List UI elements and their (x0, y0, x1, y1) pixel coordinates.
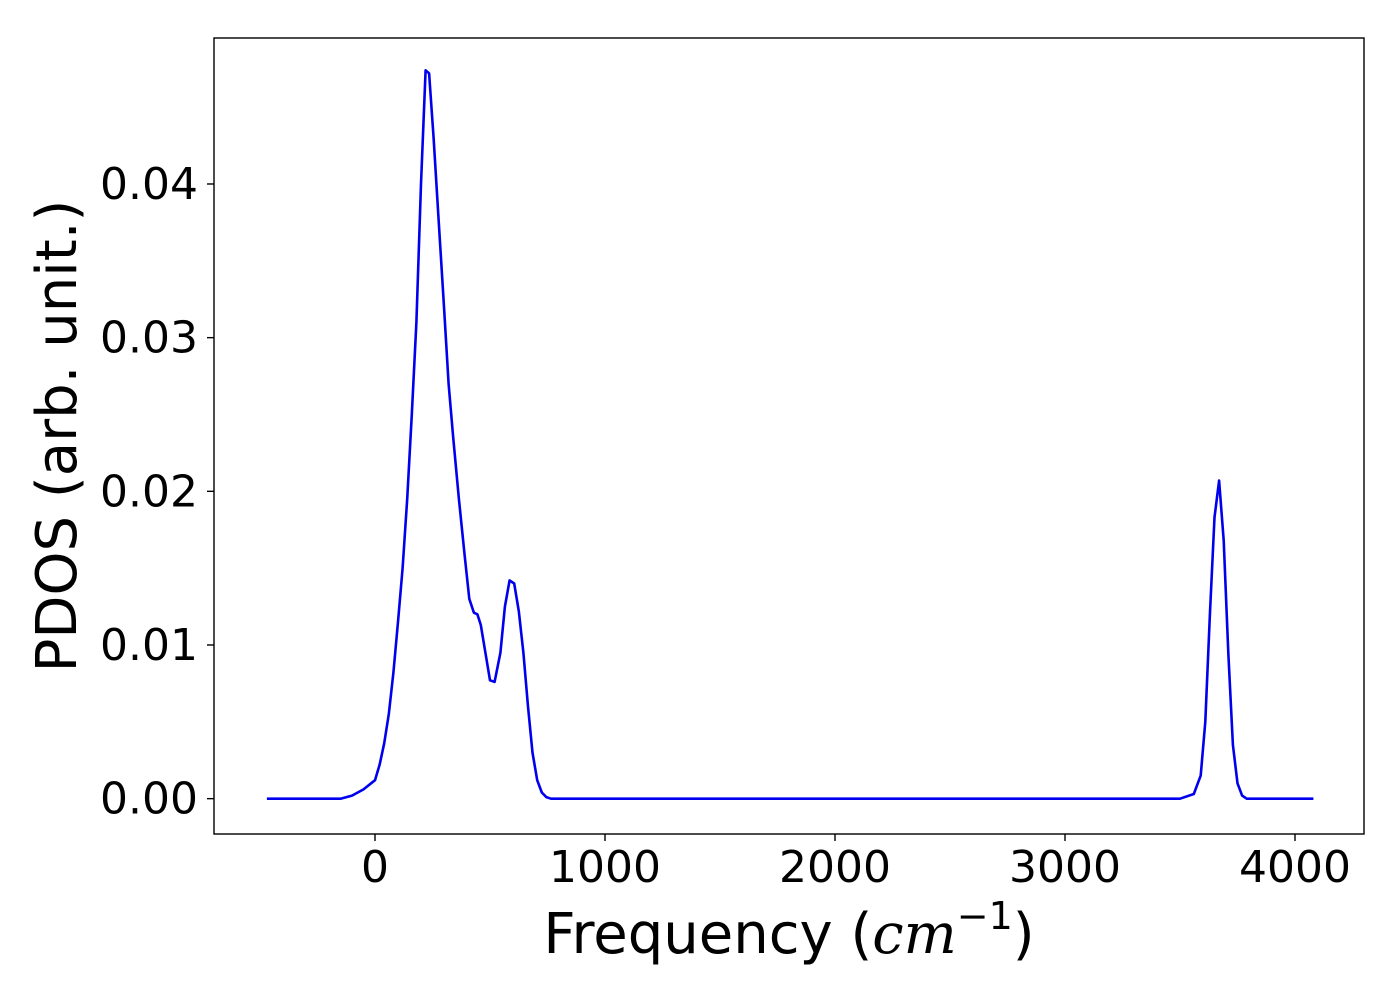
x-axis-label-prefix: Frequency ( (543, 902, 872, 967)
y-axis-label: PDOS (arb. unit.) (25, 200, 90, 673)
x-axis-label-suffix: ) (1013, 902, 1035, 967)
plot-frame (213, 37, 1365, 835)
series-line-0 (266, 69, 1314, 801)
x-tick-label: 0 (361, 842, 389, 893)
y-tick-label: 0.01 (100, 620, 198, 671)
y-ticks: 0.00 0.01 0.02 0.03 0.04 (100, 159, 214, 825)
x-axis-label-unit: cm (872, 902, 956, 967)
y-tick-label: 0.02 (100, 466, 198, 517)
y-tick-label: 0.00 (100, 774, 198, 825)
x-ticks: 0 1000 2000 3000 4000 (361, 834, 1351, 893)
x-tick-label: 2000 (779, 842, 891, 893)
y-tick-label: 0.04 (100, 159, 198, 210)
y-tick-label: 0.03 (100, 313, 198, 364)
x-tick-label: 1000 (549, 842, 661, 893)
series-layer (266, 69, 1314, 801)
x-axis-label-exponent: −1 (957, 894, 1013, 938)
plot-area (214, 38, 1364, 834)
x-tick-label: 4000 (1239, 842, 1351, 893)
x-axis-label: Frequency (cm−1) (543, 894, 1034, 967)
x-tick-label: 3000 (1009, 842, 1121, 893)
